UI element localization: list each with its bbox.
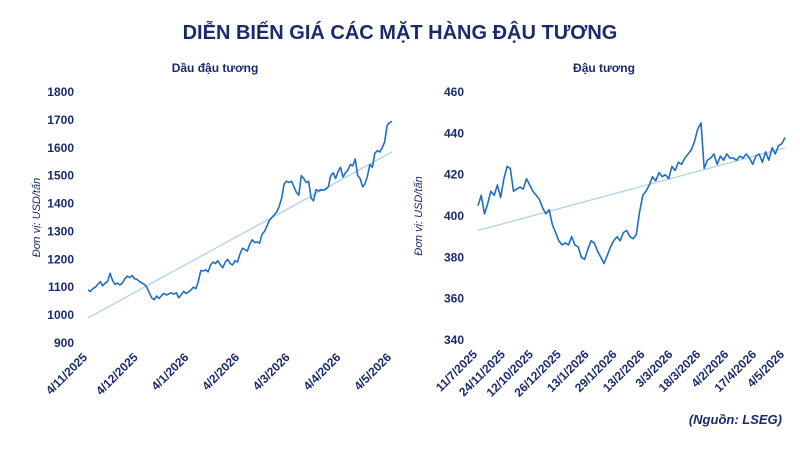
- y-tick-label: 1600: [47, 141, 74, 155]
- x-tick-label: 4/5/2026: [351, 350, 394, 393]
- y-tick-label: 420: [444, 168, 464, 182]
- y-tick-label: 340: [444, 333, 464, 347]
- y-tick-label: 1000: [47, 308, 74, 322]
- y-tick-label: 380: [444, 250, 464, 264]
- x-tick-label: 4/4/2026: [301, 350, 344, 393]
- y-tick-label: 1500: [47, 169, 74, 183]
- trend-line: [477, 147, 786, 232]
- series-line: [87, 120, 393, 301]
- y-tick-label: 400: [444, 209, 464, 223]
- y-tick-label: 900: [54, 336, 74, 350]
- chart-soybean-oil: Dầu đậu tương Đơn vị: USD/tấn 900 1000 1100 1…: [31, 61, 394, 398]
- trend-line: [87, 151, 393, 319]
- page-title: DIỄN BIẾN GIÁ CÁC MẶT HÀNG ĐẬU TƯƠNG: [182, 22, 618, 44]
- y-tick-label: 1800: [47, 85, 74, 99]
- y-tick-label: 1400: [47, 197, 74, 211]
- y-tick-label: 1700: [47, 113, 74, 127]
- x-tick-label: 4/1/2026: [149, 350, 192, 393]
- y-axis-label: Đơn vị: USD/tấn: [413, 176, 425, 255]
- chart-subtitle: Đậu tương: [573, 61, 635, 75]
- x-tick-label: 4/12/2025: [93, 350, 141, 398]
- y-tick-label: 360: [444, 292, 464, 306]
- y-tick-label: 440: [444, 126, 464, 140]
- x-tick-label: 4/3/2026: [250, 350, 293, 393]
- x-tick-label: 4/2/2026: [199, 350, 242, 393]
- chart-subtitle: Dầu đậu tương: [172, 61, 259, 75]
- series-line: [477, 122, 786, 265]
- y-tick-label: 1300: [47, 224, 74, 238]
- source-note: (Nguồn: LSEG): [688, 412, 782, 427]
- y-tick-label: 1100: [48, 280, 74, 294]
- y-axis-label: Đơn vị: USD/tấn: [31, 178, 43, 257]
- y-tick-label: 460: [444, 85, 464, 99]
- x-tick-label: 4/11/2025: [43, 350, 90, 397]
- y-tick-label: 1200: [47, 252, 74, 266]
- chart-soybean: Đậu tương Đơn vị: USD/tấn 340 360 380 400 420 4…: [413, 61, 787, 400]
